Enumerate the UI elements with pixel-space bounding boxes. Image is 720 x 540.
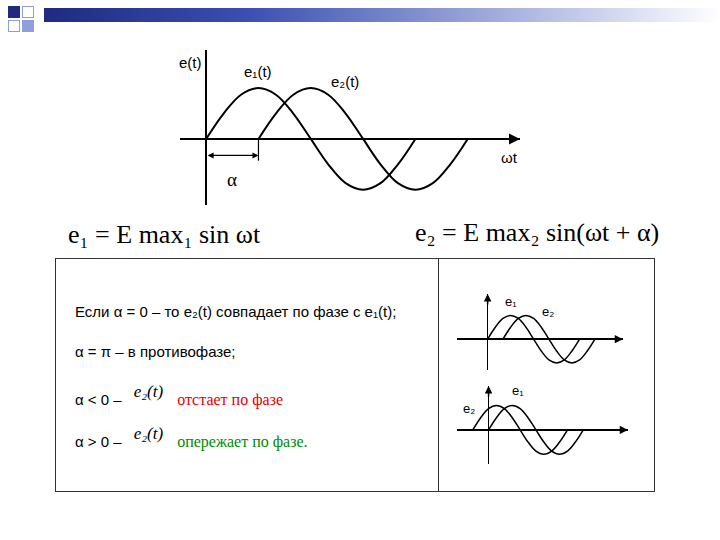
svg-text:e₁(t): e₁(t) xyxy=(244,63,272,80)
html-text:опережает по фазе.: опережает по фазе. xyxy=(177,433,308,450)
html-text:e₁ = E max₁ sin ωt: e₁ = E max₁ sin ωt xyxy=(68,220,261,249)
svg-text:α: α xyxy=(227,169,237,190)
svg-text:e₂: e₂ xyxy=(463,401,475,416)
html-text:e₂ = E max₂ sin(ωt + α): e₂ = E max₂ sin(ωt + α) xyxy=(415,218,660,247)
html-text:α = π – в противофазе;: α = π – в противофазе; xyxy=(75,343,236,360)
svg-text:e₁: e₁ xyxy=(505,294,517,309)
html-text:отстает по фазе: отстает по фазе xyxy=(177,391,284,408)
html-text:α > 0 –: α > 0 – xyxy=(75,433,122,450)
svg-text:e₂: e₂ xyxy=(542,304,554,319)
html-text:e₂(t): e₂(t) xyxy=(133,382,164,401)
html-text:e₂(t): e₂(t) xyxy=(133,424,164,443)
svg-text:e₂(t): e₂(t) xyxy=(331,73,359,90)
svg-text:ωt: ωt xyxy=(501,149,518,166)
html-text:Если α = 0 – то e₂(t) совпадае: Если α = 0 – то e₂(t) совпадает по фазе … xyxy=(75,303,397,320)
html-text:α < 0 –: α < 0 – xyxy=(75,391,122,408)
svg-text:e₁: e₁ xyxy=(512,384,524,398)
svg-text:e(t): e(t) xyxy=(179,54,202,71)
